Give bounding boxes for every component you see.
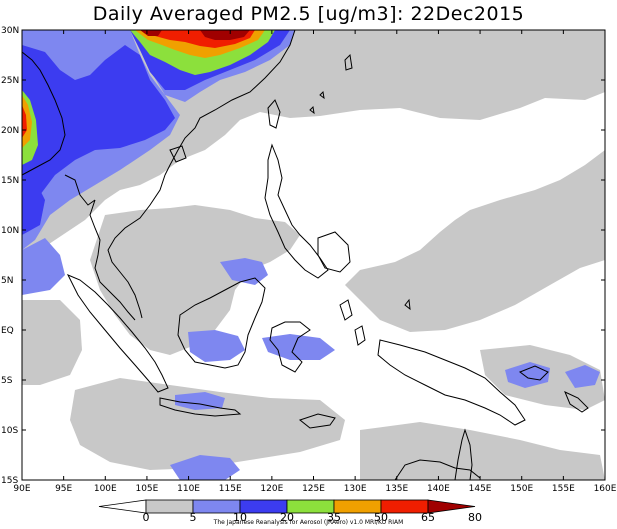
- lon-label: 90E: [13, 484, 30, 494]
- pm25-band-5-10-south: [70, 378, 345, 470]
- colorbar-label: 5: [190, 511, 197, 524]
- lon-label: 145E: [469, 484, 492, 494]
- coast-japan-south: [344, 53, 353, 71]
- coast-sumatra: [66, 274, 169, 393]
- colorbar-segment: [427, 499, 476, 514]
- lat-label: 10S: [1, 426, 18, 436]
- coast-mainland-asia: [164, 30, 296, 176]
- lon-label: 105E: [135, 484, 158, 494]
- coast-moluccas: [339, 299, 366, 346]
- colorbar-segment: [145, 499, 194, 514]
- pm25-band-5-10-center: [90, 205, 300, 355]
- longitude-axis: 90E 95E 100E 105E 110E 115E 120E 125E 130E 135E 14…: [13, 30, 617, 494]
- coast-borneo: [177, 277, 266, 369]
- lon-label: 155E: [552, 484, 575, 494]
- pm25-band-5-10-sw: [22, 300, 82, 385]
- coast-palau: [404, 298, 411, 311]
- lon-label: 160E: [594, 484, 617, 494]
- latitude-axis: 30N 25N 20N 15N 10N 5N EQ 5S 10S 15S: [1, 26, 605, 486]
- lon-label: 130E: [344, 484, 367, 494]
- pm25-band-10-20-sulawesi: [262, 334, 335, 360]
- colorbar-segment: [98, 499, 147, 514]
- coast-ryukyu: [309, 90, 325, 115]
- data-credit: The Japanese Reanalysis for Aerosol (JRA…: [213, 519, 404, 526]
- colorbar-label: 65: [421, 511, 435, 524]
- lon-label: 115E: [219, 484, 242, 494]
- coast-solomons: [564, 391, 589, 413]
- pm25-band-10-20-malay: [220, 258, 268, 285]
- pm25-band-10-20-westcoast: [22, 238, 65, 295]
- pm25-band-80-plus-small: [140, 30, 162, 36]
- pm25-band-10-20-south: [170, 455, 240, 480]
- pm25-field: [22, 30, 605, 480]
- coast-sulawesi: [269, 321, 311, 373]
- colorbar-label: 80: [468, 511, 482, 524]
- lat-label: EQ: [1, 326, 14, 336]
- colorbar-label: 10: [233, 511, 247, 524]
- lat-label: 5N: [1, 276, 13, 286]
- coast-cape-york: [454, 428, 473, 480]
- colorbar: 0 5 10 20 35 50 65 80: [98, 499, 482, 524]
- coast-australia: [394, 459, 481, 480]
- lat-label: 15N: [1, 176, 19, 186]
- pm25-band-80-plus: [200, 30, 250, 40]
- lon-label: 120E: [260, 484, 283, 494]
- coast-new-guinea: [377, 339, 526, 426]
- lat-label: 20N: [1, 126, 19, 136]
- lon-label: 150E: [510, 484, 533, 494]
- lat-label: 10N: [1, 226, 19, 236]
- coast-taiwan: [267, 99, 281, 129]
- lon-label: 100E: [94, 484, 117, 494]
- coast-philippines: [264, 143, 329, 279]
- colorbar-label: 35: [327, 511, 341, 524]
- lat-label: 5S: [1, 376, 13, 386]
- lon-label: 125E: [302, 484, 325, 494]
- colorbar-label: 50: [374, 511, 388, 524]
- coast-mindanao: [317, 231, 351, 273]
- lon-label: 95E: [55, 484, 72, 494]
- lon-label: 140E: [427, 484, 450, 494]
- lat-label: 15S: [1, 476, 18, 486]
- pm25-band-5-10-lower: [360, 422, 605, 480]
- pm25-band-20-35-west: [22, 180, 45, 235]
- coast-andaman: [64, 174, 96, 206]
- coast-java: [159, 397, 242, 417]
- coast-timor: [298, 413, 336, 429]
- coast-bay-of-bengal: [22, 51, 66, 176]
- pm25-band-10-20-pacific-east: [565, 365, 600, 388]
- pm25-band-10-20-borneo: [188, 330, 245, 362]
- pm25-band-50-65-west: [22, 95, 32, 148]
- lat-label: 30N: [1, 26, 19, 36]
- coastlines: [22, 30, 589, 480]
- colorbar-label: 20: [280, 511, 294, 524]
- map-title: Daily Averaged PM2.5 [ug/m3]: 22Dec2015: [92, 3, 525, 25]
- colorbar-label: 0: [143, 511, 150, 524]
- lat-label: 25N: [1, 76, 19, 86]
- coast-bismarck: [518, 365, 549, 381]
- coast-malay-peninsula: [89, 199, 136, 321]
- pm25-band-10-20-java: [175, 392, 225, 410]
- coast-hainan: [169, 145, 187, 163]
- lon-label: 110E: [177, 484, 200, 494]
- pm25-band-5-10-east: [345, 150, 605, 332]
- coast-indochina: [107, 174, 166, 319]
- pm25-band-20-35-north: [22, 45, 175, 222]
- lon-label: 135E: [385, 484, 408, 494]
- pm25-band-10-20-newguinea: [505, 362, 550, 388]
